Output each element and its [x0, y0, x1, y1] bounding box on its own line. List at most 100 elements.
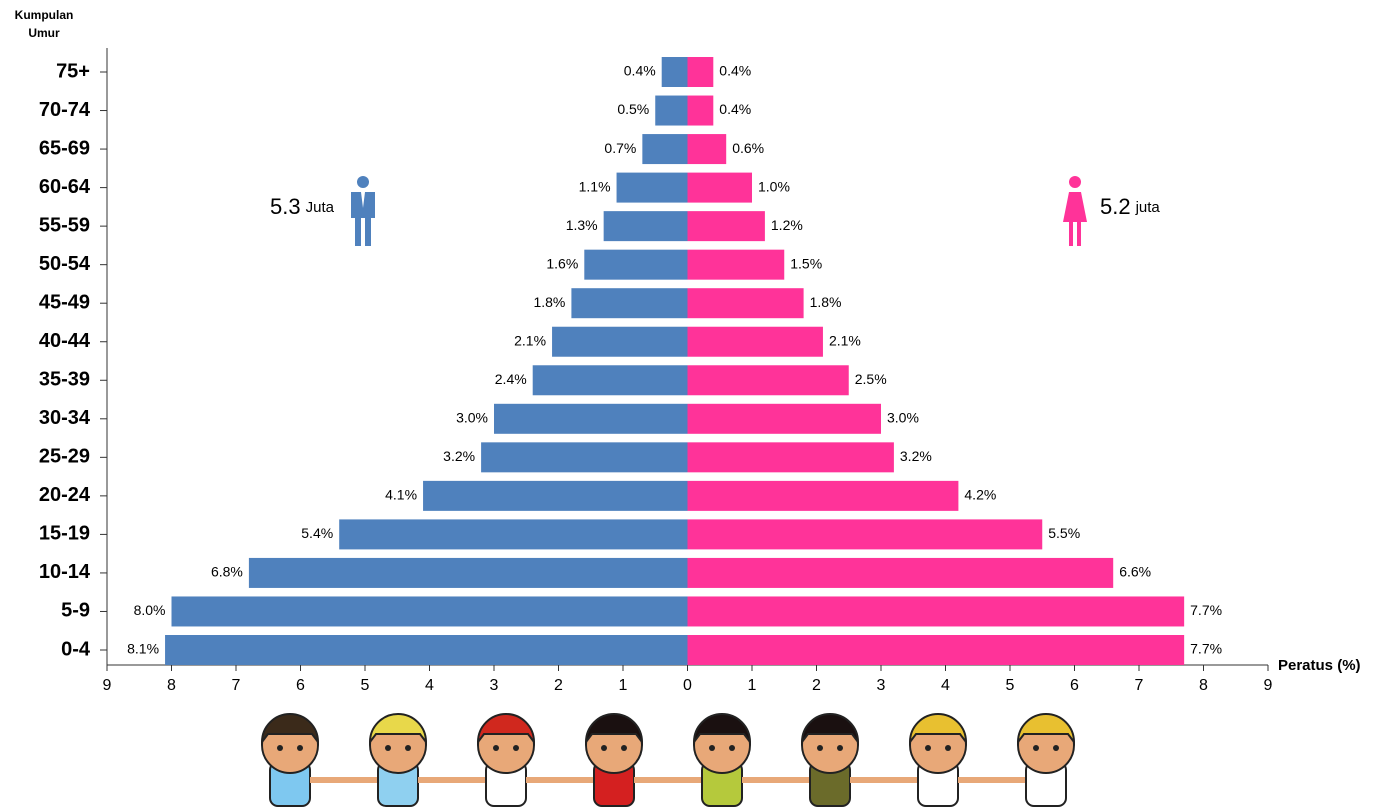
kid-hair	[800, 713, 860, 746]
y-tick-label: 5-9	[61, 600, 90, 622]
bar	[687, 134, 727, 165]
bar	[642, 134, 688, 165]
bar	[584, 249, 688, 280]
value-label: 7.7%	[1190, 602, 1222, 618]
kid-hair	[584, 713, 644, 746]
value-label: 0.4%	[624, 63, 656, 79]
bar	[687, 519, 1043, 550]
bar	[494, 403, 688, 434]
value-label: 0.4%	[719, 101, 751, 117]
bar	[687, 172, 752, 203]
y-tick-label: 0-4	[61, 638, 91, 660]
female-total: 5.2 juta	[1100, 194, 1160, 219]
x-tick-label: 6	[1070, 677, 1079, 694]
bar	[616, 172, 688, 203]
x-tick-label: 5	[361, 677, 370, 694]
value-label: 2.4%	[495, 371, 527, 387]
y-axis-label: Kumpulan Umur	[14, 8, 74, 40]
y-tick-label: 40-44	[39, 330, 91, 352]
kid-eye	[601, 745, 607, 751]
value-label: 0.5%	[617, 101, 649, 117]
x-tick-label: 8	[167, 677, 176, 694]
bar	[171, 596, 688, 627]
y-tick-label: 10-14	[39, 561, 91, 583]
x-tick-label: 1	[748, 677, 757, 694]
y-tick-label: 70-74	[39, 99, 91, 121]
x-tick-label: 7	[1135, 677, 1144, 694]
bar	[687, 403, 881, 434]
kid-eye	[405, 745, 411, 751]
y-tick-label: 45-49	[39, 291, 90, 313]
bar	[423, 480, 688, 511]
kid-hair	[908, 713, 968, 746]
kid-eye	[925, 745, 931, 751]
kid-eye	[493, 745, 499, 751]
value-label: 6.8%	[211, 564, 243, 580]
male-total: 5.3 Juta	[270, 194, 335, 219]
y-tick-label: 20-24	[39, 484, 91, 506]
x-tick-label: 3	[490, 677, 499, 694]
female-total-value: 5.2	[1100, 194, 1131, 219]
value-label: 1.5%	[790, 255, 822, 271]
male-icon	[351, 176, 375, 246]
value-label: 6.6%	[1119, 564, 1151, 580]
value-label: 0.6%	[732, 140, 764, 156]
y-tick-label: 35-39	[39, 369, 90, 391]
value-label: 1.8%	[533, 294, 565, 310]
kid-hair	[476, 713, 536, 746]
bar	[687, 211, 765, 242]
value-label: 1.6%	[546, 255, 578, 271]
y-tick-label: 75+	[56, 60, 90, 82]
x-tick-label: 8	[1199, 677, 1208, 694]
x-tick-label: 2	[554, 677, 563, 694]
male-total-unit: Juta	[306, 199, 335, 216]
value-label: 1.3%	[566, 217, 598, 233]
x-tick-label: 6	[296, 677, 305, 694]
x-tick-label: 0	[683, 677, 692, 694]
female-icon	[1063, 176, 1087, 246]
bar	[687, 635, 1185, 665]
bar	[339, 519, 688, 550]
value-label: 3.2%	[900, 448, 932, 464]
value-label: 2.1%	[829, 332, 861, 348]
value-label: 8.1%	[127, 641, 159, 657]
value-label: 3.2%	[443, 448, 475, 464]
bar	[687, 57, 714, 87]
value-label: 4.2%	[964, 487, 996, 503]
bar	[687, 95, 714, 126]
value-label: 0.7%	[604, 140, 636, 156]
y-tick-label: 55-59	[39, 214, 90, 236]
female-total-unit: juta	[1135, 199, 1161, 216]
y-tick-label: 65-69	[39, 137, 90, 159]
bar	[687, 442, 894, 473]
y-tick-label: 50-54	[39, 253, 91, 275]
value-label: 3.0%	[456, 410, 488, 426]
kid-eye	[385, 745, 391, 751]
x-tick-label: 4	[425, 677, 434, 694]
value-label: 5.5%	[1048, 525, 1080, 541]
x-tick-label: 2	[812, 677, 821, 694]
bar	[687, 249, 785, 280]
kid-hair	[260, 713, 320, 746]
x-tick-label: 1	[619, 677, 628, 694]
value-label: 2.1%	[514, 332, 546, 348]
bar	[552, 326, 688, 357]
x-tick-label: 9	[1264, 677, 1273, 694]
y-tick-label: 30-34	[39, 407, 91, 429]
kid-hair	[368, 713, 428, 746]
value-label: 1.1%	[579, 178, 611, 194]
value-label: 1.0%	[758, 178, 790, 194]
bar	[687, 326, 823, 357]
x-tick-label: 4	[941, 677, 950, 694]
x-tick-label: 3	[877, 677, 886, 694]
bar	[603, 211, 688, 242]
kid-hair	[692, 713, 752, 746]
value-label: 8.0%	[134, 602, 166, 618]
kid-eye	[1033, 745, 1039, 751]
value-label: 4.1%	[385, 487, 417, 503]
x-tick-label: 7	[232, 677, 241, 694]
kid-eye	[277, 745, 283, 751]
x-axis-label: Peratus (%)	[1278, 657, 1361, 674]
bar	[687, 288, 804, 319]
